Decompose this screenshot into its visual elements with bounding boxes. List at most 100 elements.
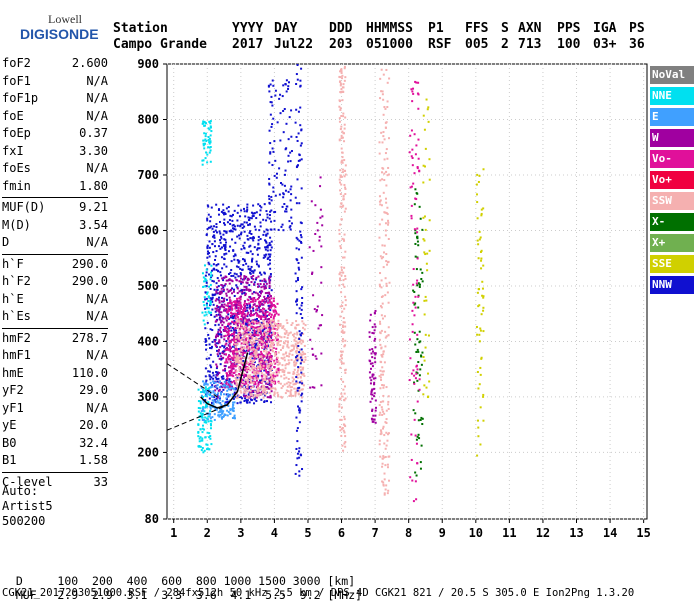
param-value: N/A bbox=[86, 400, 108, 415]
echo-point bbox=[218, 220, 221, 223]
echo-point bbox=[261, 333, 264, 336]
echo-point bbox=[229, 365, 232, 368]
echo-point bbox=[215, 345, 218, 348]
echo-point bbox=[343, 331, 346, 334]
echo-point bbox=[276, 391, 279, 394]
parameter-panel: foF2 2.600 foF1 N/A foF1p N/A foE N/A foEp 0.37 fx… bbox=[2, 56, 108, 492]
echo-point bbox=[245, 337, 248, 340]
echo-point bbox=[216, 349, 219, 352]
echo-point bbox=[259, 290, 262, 293]
header-value-3: 203 bbox=[329, 37, 353, 52]
echo-point bbox=[267, 304, 270, 307]
echo-point bbox=[296, 238, 299, 241]
echo-point bbox=[228, 296, 231, 299]
echo-point bbox=[415, 474, 418, 477]
echo-point bbox=[287, 381, 290, 384]
echo-point bbox=[298, 351, 301, 354]
echo-point bbox=[201, 431, 204, 434]
echo-point bbox=[260, 350, 263, 353]
echo-point bbox=[264, 246, 267, 249]
echo-point bbox=[257, 265, 260, 268]
echo-point bbox=[258, 247, 261, 250]
echo-point bbox=[312, 294, 315, 297]
echo-point bbox=[248, 329, 251, 332]
echo-point bbox=[379, 285, 382, 288]
echo-point bbox=[343, 399, 346, 402]
echo-point bbox=[261, 357, 264, 360]
echo-point bbox=[300, 355, 303, 358]
echo-point bbox=[339, 84, 342, 87]
echo-point bbox=[232, 304, 235, 307]
echo-point bbox=[267, 332, 270, 335]
echo-point bbox=[269, 152, 272, 155]
echo-point bbox=[370, 379, 373, 382]
echo-point bbox=[245, 288, 248, 291]
echo-point bbox=[201, 272, 204, 275]
echo-point bbox=[379, 77, 382, 80]
echo-point bbox=[273, 331, 276, 334]
echo-point bbox=[297, 341, 300, 344]
echo-point bbox=[249, 268, 252, 271]
echo-point bbox=[243, 241, 246, 244]
echo-point bbox=[272, 380, 275, 383]
echo-point bbox=[253, 357, 256, 360]
echo-point bbox=[261, 303, 264, 306]
echo-point bbox=[374, 361, 377, 364]
echo-point bbox=[225, 331, 228, 334]
echo-point bbox=[219, 292, 222, 295]
echo-point bbox=[378, 236, 381, 239]
echo-point bbox=[248, 339, 251, 342]
echo-point bbox=[252, 214, 255, 217]
echo-point bbox=[301, 286, 304, 289]
echo-point bbox=[255, 211, 258, 214]
echo-point bbox=[295, 136, 298, 139]
echo-point bbox=[235, 359, 238, 362]
echo-point bbox=[202, 451, 205, 454]
echo-point bbox=[476, 419, 479, 422]
echo-point bbox=[299, 453, 302, 456]
echo-point bbox=[423, 128, 426, 131]
echo-point bbox=[220, 410, 223, 413]
echo-point bbox=[268, 320, 271, 323]
echo-point bbox=[261, 389, 264, 392]
echo-point bbox=[236, 219, 239, 222]
echo-point bbox=[251, 335, 254, 338]
echo-point bbox=[207, 420, 210, 423]
echo-point bbox=[260, 387, 263, 390]
echo-point bbox=[477, 243, 480, 246]
echo-point bbox=[204, 419, 207, 422]
echo-point bbox=[272, 190, 275, 193]
echo-point bbox=[201, 437, 204, 440]
echo-point bbox=[253, 212, 256, 215]
echo-point bbox=[215, 223, 218, 226]
echo-point bbox=[480, 357, 483, 360]
echo-point bbox=[274, 310, 277, 313]
echo-point bbox=[245, 374, 248, 377]
echo-point bbox=[255, 367, 258, 370]
echo-point bbox=[378, 404, 381, 407]
echo-point bbox=[256, 298, 259, 301]
echo-point bbox=[268, 380, 271, 383]
echo-point bbox=[294, 392, 297, 395]
echo-point bbox=[261, 310, 264, 313]
echo-point bbox=[227, 411, 230, 414]
echo-point bbox=[253, 402, 256, 405]
echo-point bbox=[233, 258, 236, 261]
echo-point bbox=[235, 370, 238, 373]
echo-point bbox=[218, 239, 221, 242]
echo-point bbox=[214, 258, 217, 261]
echo-point bbox=[254, 372, 257, 375]
echo-point bbox=[260, 332, 263, 335]
echo-point bbox=[230, 288, 233, 291]
echo-point bbox=[232, 367, 235, 370]
echo-point bbox=[208, 226, 211, 229]
param-value: N/A bbox=[86, 348, 108, 362]
echo-point bbox=[340, 183, 343, 186]
echo-point bbox=[414, 242, 417, 245]
echo-point bbox=[342, 279, 345, 282]
echo-point bbox=[262, 379, 265, 382]
echo-point bbox=[270, 240, 273, 243]
echo-point bbox=[212, 251, 215, 254]
echo-point bbox=[270, 331, 273, 334]
echo-point bbox=[341, 305, 344, 308]
